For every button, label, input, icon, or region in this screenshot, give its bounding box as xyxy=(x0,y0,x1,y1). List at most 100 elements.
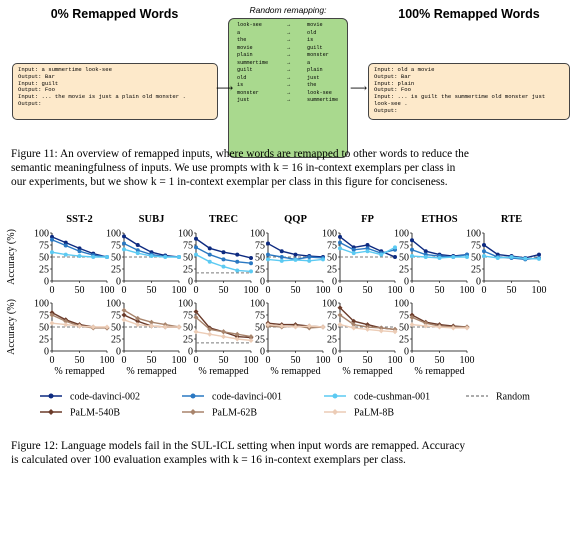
x-tick-label: 100 xyxy=(172,285,187,296)
x-tick-label: 50 xyxy=(291,285,301,296)
y-tick-label: 100 xyxy=(106,228,121,239)
x-tick-label: 100 xyxy=(100,355,115,366)
y-tick-label: 25 xyxy=(399,264,409,275)
x-tick-label: 0 xyxy=(410,285,415,296)
legend-label: PaLM-8B xyxy=(354,408,394,419)
y-tick-label: 75 xyxy=(255,240,265,251)
remap-from: monster xyxy=(237,89,259,96)
data-point xyxy=(437,255,442,260)
remap-row: old → just xyxy=(235,75,340,83)
legend-label: PaLM-62B xyxy=(212,408,257,419)
x-axis-label: % remapped xyxy=(414,366,464,377)
y-axis-label: Accuracy (%) xyxy=(6,229,17,285)
data-point xyxy=(49,312,55,318)
data-point xyxy=(221,329,226,335)
remap-from: guilt xyxy=(237,67,253,73)
data-point xyxy=(121,312,127,318)
y-tick-label: 50 xyxy=(399,322,409,333)
data-point xyxy=(410,238,414,243)
y-tick-label: 25 xyxy=(255,264,265,275)
y-tick-label: 25 xyxy=(471,264,481,275)
data-point xyxy=(63,243,68,248)
data-point xyxy=(465,255,469,259)
panel-title: ETHOS xyxy=(421,214,457,225)
legend-marker xyxy=(332,409,338,415)
y-tick-label: 25 xyxy=(255,334,265,345)
remap-from: look-see xyxy=(237,22,262,28)
data-point xyxy=(307,255,312,259)
remap-to: monster xyxy=(307,52,329,58)
data-point xyxy=(321,257,325,262)
data-point xyxy=(248,337,254,343)
x-tick-label: 50 xyxy=(435,355,445,366)
remap-from: is xyxy=(237,82,244,88)
data-point xyxy=(177,255,181,259)
data-point xyxy=(423,249,428,254)
data-point xyxy=(293,324,298,330)
y-tick-label: 75 xyxy=(471,240,481,251)
y-tick-label: 75 xyxy=(399,240,409,251)
remap-row: is → the xyxy=(235,82,340,90)
legend-marker xyxy=(48,393,54,399)
data-point xyxy=(63,252,68,257)
y-tick-label: 0 xyxy=(44,346,49,357)
data-point xyxy=(221,264,226,269)
legend-label: code-davinci-001 xyxy=(212,392,282,403)
x-tick-label: 100 xyxy=(316,355,331,366)
x-tick-label: 100 xyxy=(460,355,475,366)
data-point xyxy=(135,322,141,328)
x-tick-label: 100 xyxy=(316,285,331,296)
data-point xyxy=(49,320,55,326)
x-tick-label: 0 xyxy=(266,355,271,366)
data-point xyxy=(338,240,342,245)
data-point xyxy=(249,269,253,274)
y-tick-label: 100 xyxy=(394,298,409,309)
y-tick-label: 75 xyxy=(39,310,49,321)
y-tick-label: 50 xyxy=(183,322,193,333)
data-point xyxy=(266,252,270,257)
x-tick-label: 0 xyxy=(194,355,199,366)
data-point xyxy=(482,243,486,247)
prompt-line: Input: ... the movie is just a plain old… xyxy=(18,93,186,101)
y-tick-label: 75 xyxy=(39,240,49,251)
remap-row: the → is xyxy=(235,37,340,45)
y-tick-label: 100 xyxy=(466,228,481,239)
y-tick-label: 0 xyxy=(332,346,337,357)
prompt-line: Input: plain xyxy=(374,79,415,87)
data-point xyxy=(351,318,357,324)
data-point xyxy=(63,318,69,324)
series-line-code-davinci-002 xyxy=(195,238,252,259)
remap-arrow-icon: → xyxy=(287,89,291,96)
data-point xyxy=(149,319,154,325)
remap-from: the xyxy=(237,37,247,43)
data-point xyxy=(379,252,384,257)
prompt-line: Output: Bar xyxy=(18,72,55,80)
y-tick-label: 0 xyxy=(260,346,265,357)
data-point xyxy=(337,312,343,318)
data-point xyxy=(63,322,69,328)
data-point xyxy=(306,323,312,329)
data-point xyxy=(393,245,397,250)
y-tick-label: 100 xyxy=(178,228,193,239)
x-axis-label: % remapped xyxy=(54,366,104,377)
x-tick-label: 0 xyxy=(338,285,343,296)
y-tick-label: 0 xyxy=(404,276,409,287)
data-point xyxy=(279,249,284,254)
x-tick-label: 0 xyxy=(338,355,343,366)
data-point xyxy=(122,247,126,252)
x-tick-label: 100 xyxy=(388,355,403,366)
data-point xyxy=(221,334,226,340)
data-point xyxy=(194,252,198,257)
y-tick-label: 100 xyxy=(394,228,409,239)
remap-arrow-icon: → xyxy=(287,44,291,51)
y-tick-label: 50 xyxy=(39,322,49,333)
data-point xyxy=(194,236,198,241)
remap-box: look-see → movie a → old the → is movie → guilt plai… xyxy=(228,18,348,158)
remap-to: old xyxy=(307,29,317,36)
x-tick-label: 0 xyxy=(482,285,487,296)
y-tick-label: 0 xyxy=(476,276,481,287)
remap-row: summertime → a xyxy=(235,60,340,68)
y-tick-label: 75 xyxy=(327,310,337,321)
remap-to: movie xyxy=(307,22,323,28)
